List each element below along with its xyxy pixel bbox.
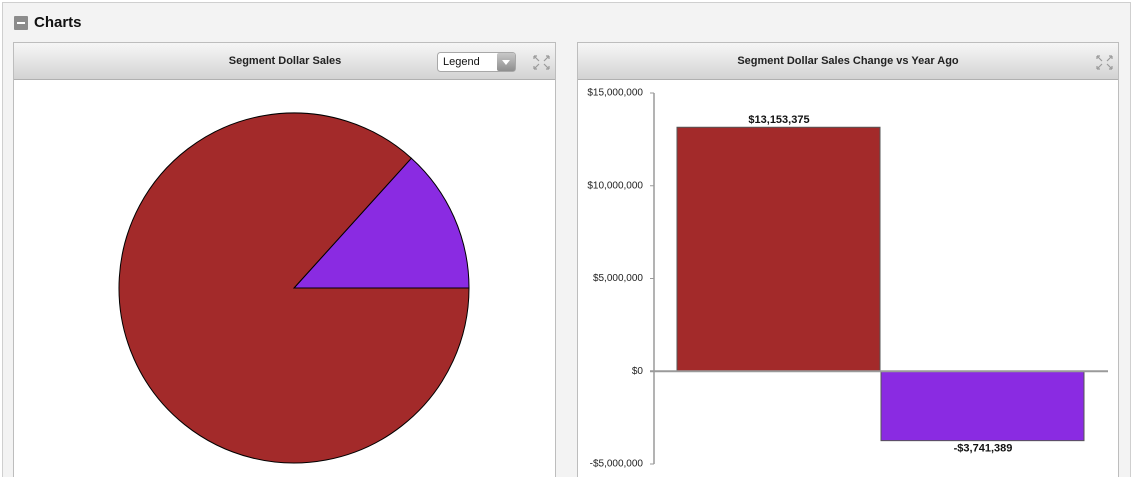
- chart-title: Segment Dollar Sales Change vs Year Ago: [737, 55, 959, 67]
- expand-icon[interactable]: [533, 55, 550, 70]
- value-label: -$3,741,389: [954, 443, 1013, 455]
- pie-slice: [118, 112, 470, 464]
- bar: [676, 126, 881, 372]
- collapse-toggle[interactable]: [14, 16, 28, 30]
- y-tick-label: $15,000,000: [587, 88, 643, 99]
- y-tick-label: -$5,000,000: [590, 459, 644, 470]
- dropdown-label: Legend: [443, 56, 480, 68]
- value-label: $13,153,375: [748, 114, 809, 126]
- section-title: Charts: [34, 14, 82, 31]
- bar: [880, 370, 1085, 442]
- expand-icon[interactable]: [1096, 55, 1113, 70]
- pie-slice: [292, 157, 470, 289]
- y-tick-label: $5,000,000: [593, 273, 643, 284]
- y-tick-label: $0: [632, 366, 644, 377]
- chart-title: Segment Dollar Sales: [229, 55, 342, 67]
- y-tick-label: $10,000,000: [587, 180, 643, 191]
- legend-dropdown[interactable]: [437, 52, 516, 72]
- panel-header: [578, 43, 1118, 79]
